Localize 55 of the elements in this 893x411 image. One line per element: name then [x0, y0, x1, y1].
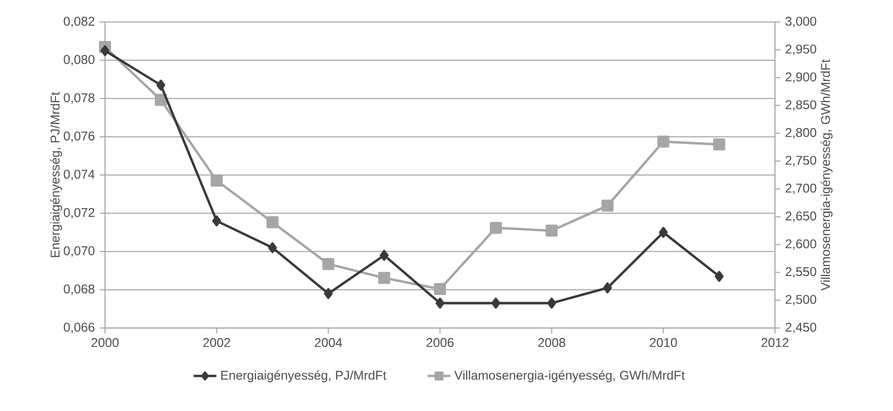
point	[490, 222, 502, 234]
legend-label: Villamosenergia-igényesség, GWh/MrdFt	[454, 370, 685, 382]
x-tick-label: 2000	[92, 338, 119, 348]
y2-tick-label: 2,450	[786, 322, 816, 334]
y2-tick-label: 2,850	[786, 100, 816, 111]
point	[268, 242, 277, 254]
y-tick-label: 0,072	[64, 208, 94, 218]
point	[100, 45, 110, 56]
point	[657, 136, 670, 148]
y-tick-label: 0,080	[64, 55, 94, 66]
point	[266, 216, 278, 228]
y2-tick-label: 2,900	[786, 72, 816, 83]
point	[378, 272, 390, 284]
point	[156, 80, 166, 91]
point	[602, 200, 614, 212]
y2-tick-label: 2,500	[786, 294, 816, 306]
y2-tick-label: 2,750	[786, 156, 816, 166]
y-tick-label: 0,078	[64, 93, 94, 104]
x-tick-label: 2002	[203, 338, 230, 348]
point	[436, 298, 444, 309]
point	[713, 138, 726, 150]
y-tick-label: 0,076	[64, 132, 94, 142]
y2-tick-label: 2,550	[786, 267, 816, 278]
y2-tick-label: 2,800	[786, 128, 816, 139]
y2-axis-title: Villamosenergia-igényesség, GWh/MrdFt	[820, 59, 833, 291]
point	[324, 288, 333, 300]
y2-tick-label: 3,000	[786, 16, 816, 28]
point	[434, 283, 446, 296]
point	[714, 270, 724, 282]
y-tick-label: 0,074	[64, 170, 95, 180]
point	[603, 282, 612, 294]
y-axis-title: Energiaigényesség, PJ/MrdFt	[50, 92, 62, 258]
point	[210, 174, 223, 187]
y-tick-label: 0,082	[64, 16, 94, 28]
point	[546, 224, 558, 237]
y2-tick-label: 2,950	[786, 44, 816, 56]
point	[547, 298, 556, 309]
y-tick-label: 0,070	[64, 246, 94, 257]
x-tick-label: 2012	[762, 338, 788, 348]
y2-tick-label: 2,650	[786, 211, 816, 222]
point	[658, 226, 668, 238]
point	[380, 250, 389, 261]
y-tick-label: 0,066	[64, 322, 94, 334]
point	[154, 94, 167, 106]
point	[322, 258, 334, 270]
x-tick-label: 2010	[650, 338, 677, 348]
y2-tick-label: 2,700	[786, 184, 816, 194]
point	[491, 298, 500, 309]
y-tick-label: 0,068	[64, 284, 94, 295]
point	[212, 215, 222, 226]
y2-tick-label: 2,600	[786, 239, 816, 250]
x-tick-label: 2004	[314, 338, 342, 348]
x-tick-label: 2006	[426, 338, 454, 348]
legend-label: Energiaigényesség, PJ/MrdFt	[221, 370, 386, 382]
x-tick-label: 2008	[538, 338, 566, 348]
